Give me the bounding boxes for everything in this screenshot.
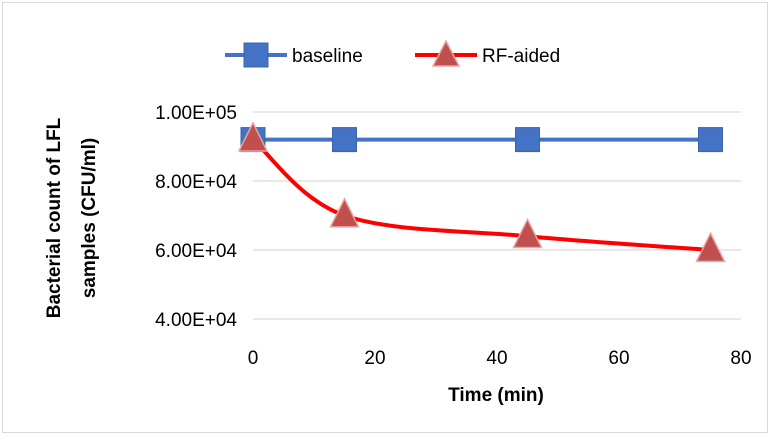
- legend-item-baseline: baseline: [225, 42, 363, 68]
- data-point-baseline: [515, 127, 540, 153]
- legend-item-rf-aided: RF-aided: [415, 39, 560, 67]
- y-tick-label: 6.00E+04: [155, 241, 237, 262]
- legend-marker-rf-aided: [431, 39, 461, 67]
- series-layer: [237, 121, 726, 263]
- x-tick-label: 80: [730, 348, 751, 369]
- data-point-rf-aided: [329, 197, 360, 228]
- data-point-rf-aided: [237, 121, 269, 152]
- data-point-baseline: [332, 127, 357, 153]
- y-axis-title-line1: Bacterial count of LFL: [44, 117, 65, 318]
- series-line-rf-aided: [251, 137, 713, 252]
- x-axis-title: Time (min): [448, 385, 544, 406]
- legend-label-baseline: baseline: [292, 46, 363, 67]
- x-tick-label: 60: [608, 348, 629, 369]
- y-tick-label: 8.00E+04: [155, 172, 237, 193]
- data-point-rf-aided: [695, 231, 726, 263]
- y-tick-label: 1.00E+05: [155, 103, 237, 124]
- legend-marker-baseline: [243, 42, 269, 68]
- x-tick-label: 40: [486, 348, 507, 369]
- data-point-baseline: [698, 127, 723, 153]
- y-axis-title: Bacterial count of LFL samples (CFU/ml): [44, 117, 100, 318]
- y-axis-title-line2: samples (CFU/ml): [79, 138, 100, 298]
- legend: baseline RF-aided: [225, 39, 560, 68]
- x-tick-label: 0: [248, 348, 259, 369]
- x-tick-label: 20: [364, 348, 385, 369]
- tick-labels: 4.00E+04 6.00E+04 8.00E+04 1.00E+05 0 20 40 60 8…: [155, 103, 751, 369]
- data-point-rf-aided: [512, 217, 543, 249]
- legend-label-rf-aided: RF-aided: [482, 46, 560, 67]
- gridlines: [253, 111, 741, 320]
- y-tick-label: 4.00E+04: [155, 310, 237, 331]
